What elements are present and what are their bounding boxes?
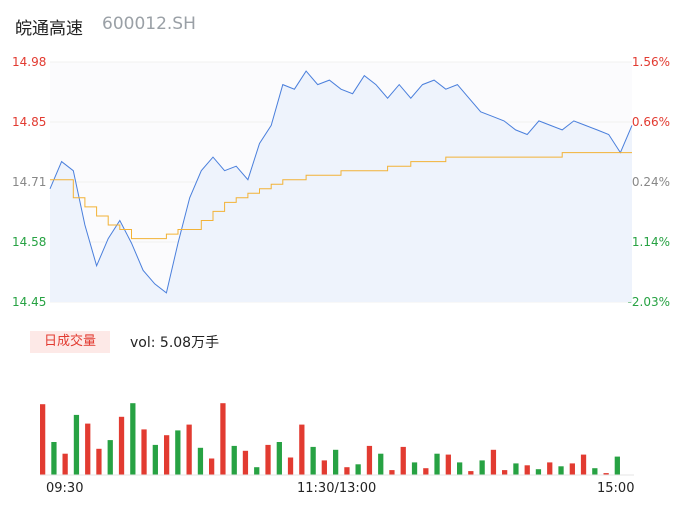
volume-bar bbox=[490, 449, 497, 475]
volume-bar bbox=[468, 471, 474, 475]
volume-bar bbox=[344, 467, 350, 475]
volume-bar bbox=[242, 450, 249, 476]
volume-bar bbox=[287, 457, 294, 475]
volume-bar bbox=[355, 464, 361, 475]
volume-tab[interactable]: 日成交量 bbox=[30, 331, 110, 353]
stock-code: 600012.SH bbox=[102, 14, 196, 34]
volume-bar bbox=[592, 468, 598, 475]
volume-bar bbox=[141, 429, 147, 475]
volume-bar bbox=[558, 466, 564, 475]
volume-bar bbox=[524, 465, 530, 475]
price-tick: 14.58 bbox=[12, 235, 47, 249]
price-area bbox=[50, 71, 632, 302]
volume-bar bbox=[389, 470, 395, 475]
volume-bar bbox=[118, 416, 125, 475]
volume-bar bbox=[40, 404, 46, 475]
time-label-open: 09:30 bbox=[46, 481, 84, 496]
volume-bar bbox=[96, 448, 102, 475]
volume-bar bbox=[580, 454, 587, 475]
volume-bar bbox=[107, 440, 113, 475]
time-label-midday: 11:30/13:00 bbox=[297, 481, 377, 496]
volume-bar bbox=[51, 442, 57, 475]
price-tick: 14.71 bbox=[12, 175, 47, 189]
volume-bar bbox=[130, 403, 136, 475]
volume-bar bbox=[254, 467, 260, 475]
volume-bar bbox=[378, 453, 384, 475]
volume-bar bbox=[164, 435, 170, 475]
volume-summary: vol: 5.08万手 bbox=[130, 335, 220, 351]
average-line bbox=[50, 152, 632, 240]
volume-bar bbox=[535, 469, 542, 475]
volume-bar bbox=[366, 445, 373, 475]
volume-bar bbox=[73, 414, 80, 475]
volume-bar bbox=[310, 446, 316, 475]
volume-bar bbox=[333, 449, 339, 475]
volume-bar bbox=[502, 470, 508, 475]
pct-tick: -1.14% bbox=[627, 235, 670, 249]
volume-bar bbox=[299, 424, 305, 475]
volume-bar bbox=[231, 445, 237, 475]
volume-bar bbox=[423, 468, 429, 475]
volume-bar bbox=[197, 447, 204, 475]
volume-bar bbox=[220, 403, 226, 475]
pct-tick: 0.66% bbox=[631, 115, 670, 129]
price-tick: 14.85 bbox=[12, 115, 47, 129]
volume-bar bbox=[547, 462, 553, 475]
volume-bar bbox=[265, 444, 271, 475]
price-line bbox=[49, 70, 633, 294]
volume-bar bbox=[434, 453, 440, 475]
volume-bar bbox=[479, 460, 485, 475]
volume-bar bbox=[175, 430, 181, 475]
volume-bar bbox=[186, 424, 192, 475]
volume-bar bbox=[513, 463, 519, 475]
volume-bar bbox=[321, 460, 327, 475]
volume-bar bbox=[614, 456, 620, 475]
volume-bar bbox=[62, 453, 68, 475]
volume-bar bbox=[457, 462, 463, 475]
pct-tick: 1.56% bbox=[631, 55, 670, 69]
volume-bar bbox=[603, 473, 609, 475]
pct-tick: -2.03% bbox=[627, 295, 670, 309]
price-tick: 14.98 bbox=[12, 55, 47, 69]
stock-name: 皖通高速 bbox=[15, 19, 83, 39]
price-tick: 14.45 bbox=[12, 295, 47, 309]
volume-bar bbox=[276, 442, 282, 475]
volume-bar bbox=[411, 462, 418, 475]
volume-bar bbox=[85, 423, 91, 475]
volume-bar bbox=[400, 446, 406, 475]
time-label-close: 15:00 bbox=[597, 481, 635, 496]
pct-tick: -0.24% bbox=[627, 175, 670, 189]
volume-bar bbox=[569, 463, 575, 475]
volume-bar bbox=[445, 454, 451, 475]
volume-bar bbox=[209, 458, 215, 475]
volume-bar bbox=[152, 444, 158, 475]
